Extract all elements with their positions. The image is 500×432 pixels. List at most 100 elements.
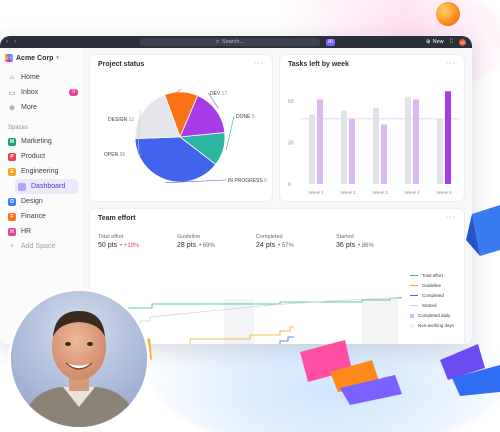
space-item-design[interactable]: D Design (5, 194, 78, 209)
space-design-icon: D (8, 197, 16, 206)
bar-week-4-s1[interactable] (413, 99, 419, 184)
stat-label-completed: Completed (256, 234, 283, 240)
nav-item-inbox[interactable]: ▭ Inbox 9 (5, 85, 78, 100)
x-tick-label: Week 3 (372, 190, 388, 195)
legend-item: Started (410, 303, 437, 308)
more-options-icon[interactable]: ··· (254, 60, 264, 67)
x-tick-label: Week 2 (340, 190, 356, 195)
nav-item-label: More (21, 104, 37, 111)
presenter-photo (11, 291, 147, 427)
legend-label: Guideline (422, 283, 442, 288)
stat-value: 36 pts • 86% (336, 242, 374, 249)
space-item-engineering[interactable]: E Engineering (5, 164, 78, 179)
tasks-left-bar-chart: 0 30 60 Week 1 Week 2 Week 3 Week 4 Week 5 (288, 91, 460, 195)
tasks-left-card: Tasks left by week ··· 0 30 60 Week 1 Week 2… (279, 54, 465, 202)
bar-week-2-s0[interactable] (341, 110, 347, 184)
legend-swatch (410, 313, 414, 318)
space-item-label: Marketing (21, 138, 52, 145)
space-item-label: Dashboard (31, 183, 66, 190)
stat-delta: • 86% (358, 243, 374, 249)
pie-slice-dev[interactable] (179, 95, 226, 138)
decor-blue-cube (472, 205, 500, 256)
legend-label: Completed (422, 293, 444, 298)
bar-week-3-s0[interactable] (373, 107, 379, 184)
bar-week-1-s1[interactable] (317, 99, 323, 184)
team-effort-line-chart: 4020 (108, 296, 403, 344)
legend-item: Completed daily (410, 313, 450, 318)
bar-week-4-s0[interactable] (405, 96, 411, 184)
nav-item-home[interactable]: ⌂ Home (5, 70, 78, 85)
team-effort-title: Team effort (98, 215, 136, 222)
stat-points: 24 pts (256, 242, 276, 249)
x-tick-label: Week 5 (436, 190, 452, 195)
pie-slice-in-progress[interactable] (134, 136, 217, 183)
y-tick-label: 30 (288, 140, 294, 146)
legend-item: Non-working days (410, 323, 454, 328)
more-icon: ⊕ (9, 104, 15, 112)
space-item-label: Finance (21, 213, 46, 220)
plus-icon: + (9, 243, 15, 250)
legend-swatch (410, 305, 418, 306)
chevron-down-icon: ▾ (56, 55, 59, 61)
presenter-avatar-frame (8, 288, 150, 430)
titlebar: ‹ › ⌕ Search... AI ⊕ New ⁞⁞ JS (0, 36, 472, 48)
y-tick-label: 0 (288, 182, 291, 188)
user-avatar[interactable]: JS (459, 38, 466, 46)
y-tick-label: 60 (288, 99, 294, 105)
bar-week-3-s1[interactable] (381, 124, 387, 184)
space-finance-icon: F (8, 212, 16, 221)
more-options-icon[interactable]: ··· (446, 60, 456, 67)
stat-delta: • 57% (278, 243, 294, 249)
pie-slice-open[interactable] (134, 94, 181, 140)
bar-week-1-s0[interactable] (309, 114, 315, 184)
inbox-count-badge: 9 (69, 89, 78, 96)
legend-label: Completed daily (418, 313, 451, 318)
add-space-label: Add Space (21, 243, 56, 250)
bar-week-5-s1[interactable] (445, 91, 451, 184)
pie-label-dev: DEV 17 (210, 91, 227, 97)
ai-button[interactable]: AI (326, 38, 335, 46)
space-item-dashboard[interactable]: Dashboard (15, 179, 78, 194)
pie-leader-line (207, 92, 219, 109)
effort-series-line-2 (189, 326, 294, 344)
space-hr-icon: H (8, 227, 16, 236)
search-placeholder: Search... (222, 39, 245, 45)
workspace-logo-icon (5, 54, 13, 62)
bar-week-5-s0[interactable] (437, 118, 443, 184)
stat-delta: • +19% (120, 243, 140, 249)
grid-icon[interactable]: ⁞⁞ (449, 39, 453, 45)
legend-label: Non-working days (418, 323, 455, 328)
bar-week-2-s1[interactable] (349, 118, 355, 184)
decor-orange-orb (436, 2, 460, 26)
pie-leader-line (225, 115, 235, 151)
workspace-switcher[interactable]: Acme Corp ▾ (5, 54, 78, 62)
search-input[interactable]: ⌕ Search... (140, 38, 320, 46)
new-button[interactable]: ⊕ New (426, 39, 444, 45)
space-item-marketing[interactable]: M Marketing (5, 134, 78, 149)
inbox-icon: ▭ (8, 89, 16, 97)
x-tick-label: Week 1 (308, 190, 324, 195)
space-item-product[interactable]: P Product (5, 149, 78, 164)
nav-item-more[interactable]: ⊕ More (5, 100, 78, 115)
tasks-left-title: Tasks left by week (288, 61, 349, 68)
space-item-label: Product (21, 153, 46, 160)
workspace-name: Acme Corp (16, 54, 54, 62)
legend-item: Guideline (410, 283, 441, 288)
legend-label: Total effort (422, 273, 443, 278)
stat-points: 36 pts (336, 242, 356, 249)
space-item-label: Design (21, 198, 43, 205)
forward-arrow-icon[interactable]: › (14, 39, 16, 45)
space-item-hr[interactable]: H HR (5, 224, 78, 239)
pie-label-in-progress: IN PROGRESS 0 (228, 178, 267, 184)
dashboard-icon (18, 182, 26, 191)
more-options-icon[interactable]: ··· (446, 214, 456, 221)
search-icon: ⌕ (215, 38, 220, 45)
space-item-finance[interactable]: F Finance (5, 209, 78, 224)
team-effort-card: Team effort ··· Total effort 50 pts • +19%… (89, 208, 465, 344)
legend-label: Started (422, 303, 437, 308)
legend-swatch (410, 323, 414, 328)
add-space-button[interactable]: + Add Space (5, 239, 78, 254)
back-arrow-icon[interactable]: ‹ (6, 39, 8, 45)
space-marketing-icon: M (8, 137, 16, 146)
legend-swatch (410, 285, 418, 286)
